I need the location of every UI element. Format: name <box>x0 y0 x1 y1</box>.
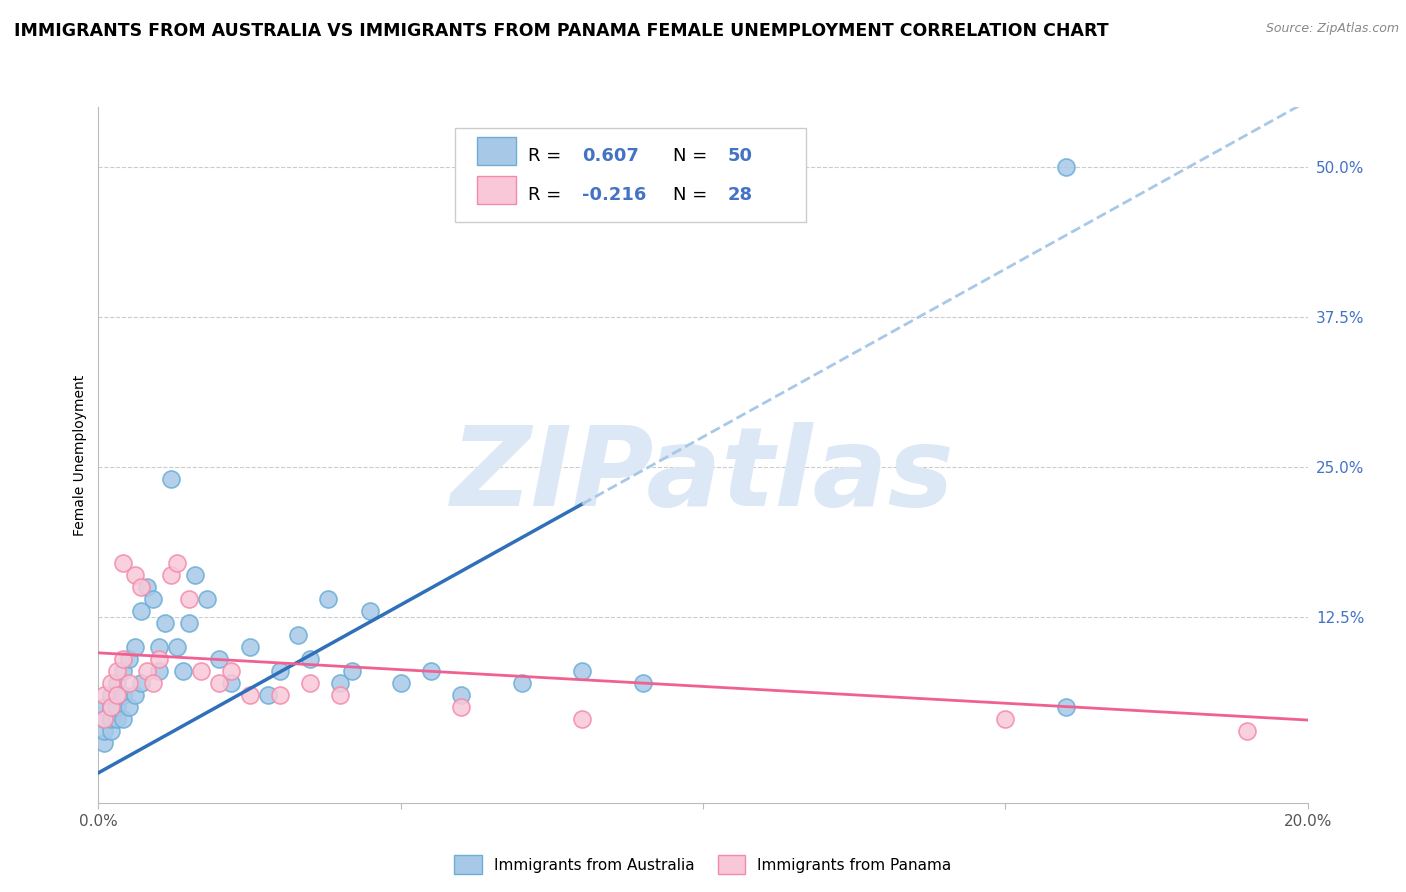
FancyBboxPatch shape <box>456 128 806 222</box>
Point <box>105 688 128 702</box>
Point <box>105 699 128 714</box>
Point <box>105 664 128 678</box>
Point <box>239 640 262 654</box>
Point <box>239 688 262 702</box>
Point <box>994 712 1017 726</box>
Point <box>420 664 443 678</box>
Point <box>100 723 122 738</box>
Text: N =: N = <box>673 186 707 204</box>
Point <box>93 712 115 726</box>
Point <box>93 699 115 714</box>
Point <box>208 676 231 690</box>
Point <box>142 591 165 606</box>
Point <box>179 615 201 630</box>
Point <box>631 676 654 690</box>
Point <box>195 591 218 606</box>
Text: 0.607: 0.607 <box>582 147 638 165</box>
Point <box>571 712 593 726</box>
Point <box>105 712 128 726</box>
Text: R =: R = <box>527 147 561 165</box>
Text: -0.216: -0.216 <box>582 186 647 204</box>
Point <box>135 580 157 594</box>
Point <box>342 664 364 678</box>
Point <box>299 652 322 666</box>
Point <box>129 604 152 618</box>
Point <box>129 676 152 690</box>
Text: IMMIGRANTS FROM AUSTRALIA VS IMMIGRANTS FROM PANAMA FEMALE UNEMPLOYMENT CORRELAT: IMMIGRANTS FROM AUSTRALIA VS IMMIGRANTS … <box>14 22 1109 40</box>
Point <box>208 652 231 666</box>
Point <box>93 723 115 738</box>
Point <box>148 664 170 678</box>
Point <box>118 676 141 690</box>
Point <box>111 688 134 702</box>
Text: ZIPatlas: ZIPatlas <box>451 422 955 529</box>
Point <box>148 640 170 654</box>
Text: R =: R = <box>527 186 561 204</box>
Point <box>124 567 146 582</box>
Point <box>221 676 243 690</box>
Y-axis label: Female Unemployment: Female Unemployment <box>73 375 87 535</box>
Point <box>316 591 339 606</box>
Point <box>299 676 322 690</box>
Point <box>111 652 134 666</box>
Point <box>329 676 352 690</box>
Point <box>450 688 472 702</box>
Point <box>100 688 122 702</box>
Point <box>118 652 141 666</box>
Text: 50: 50 <box>727 147 752 165</box>
FancyBboxPatch shape <box>477 137 516 166</box>
Point <box>100 712 122 726</box>
Point <box>100 699 122 714</box>
Point <box>1236 723 1258 738</box>
Point <box>100 676 122 690</box>
Point <box>1054 160 1077 174</box>
Point <box>256 688 278 702</box>
Point <box>105 676 128 690</box>
Point <box>160 567 183 582</box>
Point <box>571 664 593 678</box>
Point <box>129 580 152 594</box>
Point <box>510 676 533 690</box>
Point <box>124 640 146 654</box>
Point <box>148 652 170 666</box>
Point <box>166 556 188 570</box>
Point <box>111 556 134 570</box>
Point <box>153 615 176 630</box>
Point <box>329 688 352 702</box>
Point <box>389 676 412 690</box>
Point <box>111 664 134 678</box>
Text: Source: ZipAtlas.com: Source: ZipAtlas.com <box>1265 22 1399 36</box>
Text: N =: N = <box>673 147 707 165</box>
Point <box>100 699 122 714</box>
Point <box>172 664 194 678</box>
Point <box>135 664 157 678</box>
Point <box>269 664 291 678</box>
Point <box>190 664 212 678</box>
FancyBboxPatch shape <box>477 177 516 204</box>
Point <box>160 472 183 486</box>
Point <box>142 676 165 690</box>
Point <box>450 699 472 714</box>
Point <box>111 712 134 726</box>
Point <box>93 736 115 750</box>
Point <box>287 628 309 642</box>
Point <box>1054 699 1077 714</box>
Point <box>221 664 243 678</box>
Legend: Immigrants from Australia, Immigrants from Panama: Immigrants from Australia, Immigrants fr… <box>449 849 957 880</box>
Point <box>118 699 141 714</box>
Point <box>184 567 207 582</box>
Point <box>360 604 382 618</box>
Point <box>124 688 146 702</box>
Point <box>179 591 201 606</box>
Point <box>269 688 291 702</box>
Point <box>93 712 115 726</box>
Text: 28: 28 <box>727 186 752 204</box>
Point <box>93 688 115 702</box>
Point <box>166 640 188 654</box>
